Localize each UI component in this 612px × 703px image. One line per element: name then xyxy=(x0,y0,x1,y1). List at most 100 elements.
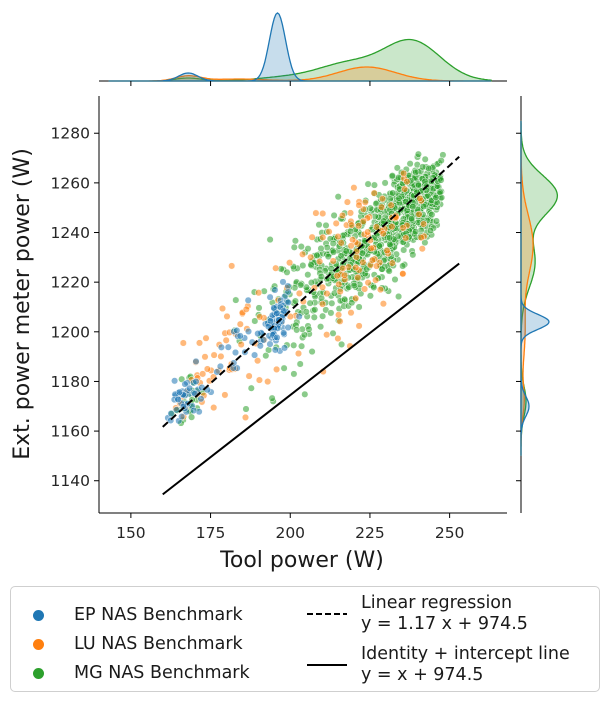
scatter-point-mg xyxy=(251,317,259,325)
scatter-point-lu xyxy=(332,219,340,227)
scatter-point-lu xyxy=(338,211,347,220)
scatter-point-lu xyxy=(319,300,327,308)
scatter-point-lu xyxy=(364,279,372,287)
scatter-point-ep xyxy=(167,410,175,418)
x-tick-label: 200 xyxy=(275,524,305,542)
scatter-point-ep xyxy=(284,288,292,296)
y-tick-label: 1220 xyxy=(51,274,90,292)
scatter-point-mg xyxy=(432,193,440,201)
scatter-point-lu xyxy=(295,289,303,297)
scatter-point-lu xyxy=(348,221,356,229)
scatter-point-lu xyxy=(378,203,386,211)
legend-marker-lu xyxy=(33,638,44,650)
scatter-point-lu xyxy=(210,404,218,412)
scatter-point-lu xyxy=(361,198,369,206)
scatter-point-mg xyxy=(421,155,429,163)
scatter-point-mg xyxy=(330,211,338,219)
scatter-point-ep xyxy=(192,357,200,365)
scatter-point-lu xyxy=(308,233,316,241)
scatter-point-mg xyxy=(266,236,274,244)
scatter-point-lu xyxy=(359,205,367,213)
legend-equation-identity: y = x + 974.5 xyxy=(361,665,484,685)
scatter-point-mg xyxy=(428,211,436,219)
scatter-point-mg xyxy=(407,215,416,223)
scatter-point-lu xyxy=(417,234,425,242)
scatter-point-mg xyxy=(242,405,250,413)
scatter-point-mg xyxy=(178,375,186,383)
scatter-point-lu xyxy=(336,288,344,296)
scatter-point-lu xyxy=(256,313,264,321)
scatter-point-lu xyxy=(335,311,343,319)
scatter-point-lu xyxy=(218,304,227,313)
scatter-point-lu xyxy=(402,234,410,242)
scatter-point-mg xyxy=(347,227,355,235)
top-kde-mg xyxy=(108,38,492,82)
scatter-point-lu xyxy=(336,317,344,325)
legend-label-ep: EP NAS Benchmark xyxy=(74,605,243,625)
right-kde-mg xyxy=(520,120,559,456)
scatter-point-ep xyxy=(181,380,189,388)
scatter-point-lu xyxy=(376,286,385,294)
scatter-point-lu xyxy=(420,220,428,228)
legend-dashed-line xyxy=(307,613,347,615)
scatter-point-lu xyxy=(307,253,315,261)
scatter-point-ep xyxy=(271,286,279,294)
scatter-point-lu xyxy=(236,320,244,328)
legend-item-regression: Linear regression y = 1.17 x + 974.5 xyxy=(307,593,528,635)
scatter-point-ep xyxy=(266,293,274,301)
scatter-point-mg xyxy=(296,360,304,368)
scatter-point-ep xyxy=(280,307,288,315)
scatter-point-lu xyxy=(347,242,355,250)
scatter-point-mg xyxy=(324,252,332,261)
scatter-point-mg xyxy=(327,265,335,273)
scatter-point-ep xyxy=(273,309,281,317)
scatter-point-mg xyxy=(304,271,312,279)
scatter-point-lu xyxy=(370,189,378,197)
scatter-point-ep xyxy=(266,317,274,325)
scatter-point-mg xyxy=(317,323,325,331)
scatter-point-mg xyxy=(334,193,342,201)
scatter-point-mg xyxy=(329,329,337,337)
axes: 150 175 200 225 250 1140 1160 1180 1200 1220 1240 1… xyxy=(51,81,521,542)
scatter-point-lu xyxy=(319,209,327,218)
scatter-point-mg xyxy=(364,180,372,188)
regression-lines xyxy=(162,156,460,496)
scatter-point-lu xyxy=(255,376,263,384)
scatter-point-lu xyxy=(228,262,236,270)
scatter-point-lu xyxy=(201,353,209,361)
scatter-point-mg xyxy=(323,243,331,252)
x-tick-label: 150 xyxy=(116,524,146,542)
scatter-point-lu xyxy=(195,339,204,347)
scatter-point-mg xyxy=(305,325,313,333)
scatter-point-lu xyxy=(349,236,357,244)
scatter-point-mg xyxy=(350,281,358,290)
scatter-point-mg xyxy=(290,243,298,251)
x-tick-label: 175 xyxy=(196,524,226,542)
scatter-point-lu xyxy=(199,370,207,378)
scatter-point-mg xyxy=(328,299,336,307)
scatter-point-lu xyxy=(294,349,303,358)
scatter-point-lu xyxy=(339,264,347,272)
scatter-point-lu xyxy=(361,285,369,293)
scatter-point-mg xyxy=(298,342,306,350)
scatter-point-mg xyxy=(247,384,255,392)
scatter-point-mg xyxy=(409,251,417,259)
scatter-point-lu xyxy=(401,185,409,193)
scatter-point-lu xyxy=(318,283,327,291)
top-marginal-kde xyxy=(99,12,507,82)
scatter-point-lu xyxy=(335,280,343,288)
scatter-point-ep xyxy=(244,327,253,335)
scatter-point-mg xyxy=(432,217,440,225)
y-tick-label: 1160 xyxy=(51,423,90,441)
scatter-point-ep xyxy=(216,362,224,370)
scatter-point-mg xyxy=(412,168,420,176)
scatter-point-lu xyxy=(343,198,351,206)
scatter-point-mg xyxy=(307,261,315,269)
scatter-point-mg xyxy=(399,262,407,270)
legend-item-mg: MG NAS Benchmark xyxy=(33,663,250,683)
scatter-point-lu xyxy=(368,256,376,264)
right-kde-ep xyxy=(520,120,550,456)
scatter-point-mg xyxy=(391,275,399,284)
scatter-point-ep xyxy=(213,368,221,376)
scatter-point-mg xyxy=(389,189,397,197)
